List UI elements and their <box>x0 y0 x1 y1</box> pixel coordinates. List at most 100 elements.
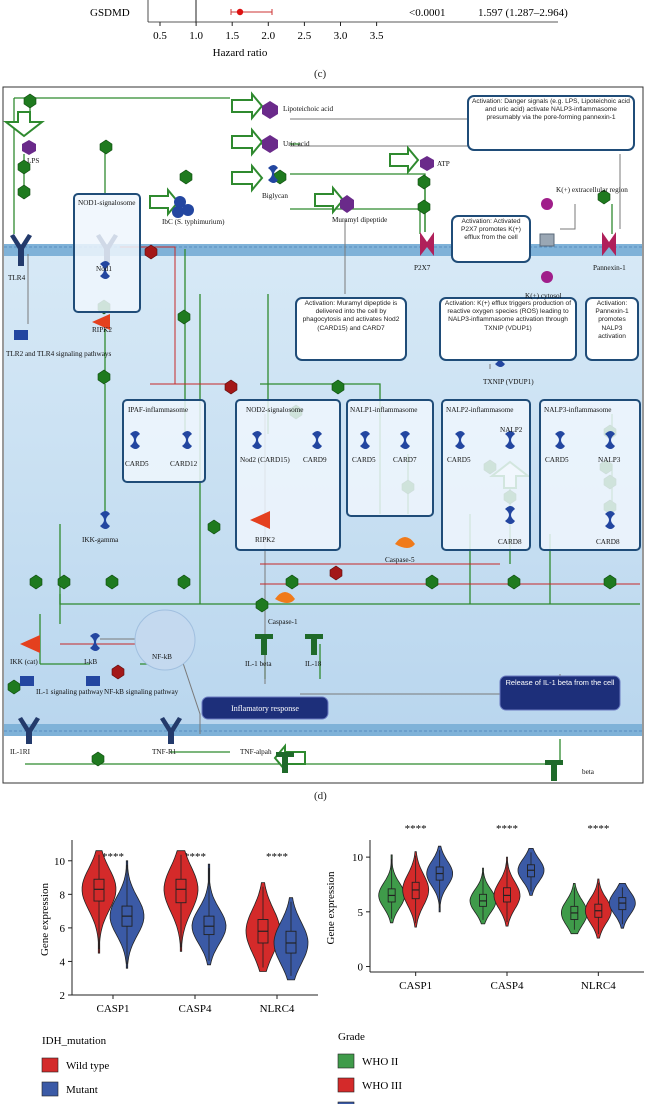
label-tnfr1: TNF-R1 <box>152 748 177 756</box>
label-card5d: CARD5 <box>545 456 569 464</box>
label-lipoteichoic: Lipoteichoic acid <box>283 105 333 113</box>
x-tick-label: CASP1 <box>399 980 432 992</box>
significance-label: **** <box>266 851 288 863</box>
label-card8b: CARD8 <box>596 538 620 546</box>
y-tick-label: 0 <box>358 962 364 974</box>
note-p2x7: Activation: Activated P2X7 promotes K(+)… <box>461 218 521 242</box>
label-ripk2b: RIPK2 <box>255 536 275 544</box>
forest-row-label: GSDMD <box>90 7 130 19</box>
label-ikb: I-kB <box>84 658 97 666</box>
x-tick-label: NLRC4 <box>260 1003 295 1015</box>
label-nfkbpathway: NF-kB signaling pathway <box>104 688 179 696</box>
label-kplus-cyto: K(+) cytosol <box>525 292 562 300</box>
label-card9: CARD9 <box>303 456 327 464</box>
y-axis-label: Gene expression <box>325 871 337 945</box>
label-muramyl: Muramyl dipeptide <box>332 216 387 224</box>
y-tick-label: 8 <box>60 889 66 901</box>
note-muramyl: Activation: Muramyl dipeptide is deliver… <box>302 300 400 332</box>
legend-swatch <box>337 1077 355 1093</box>
label-nod1: Nod1 <box>96 265 112 273</box>
legend-swatch <box>41 1081 59 1097</box>
label-biglycan: Biglycan <box>262 192 288 200</box>
y-tick-label: 10 <box>352 852 364 864</box>
legend-title: Grade <box>338 1031 365 1043</box>
complex-nalp3-title: NALP3-inflammasome <box>544 406 611 414</box>
y-tick-label: 6 <box>60 923 66 935</box>
label-card5c: CARD5 <box>447 456 471 464</box>
release-box <box>499 675 621 711</box>
label-uric: Uric acid <box>283 140 310 148</box>
y-tick-label: 10 <box>54 856 66 868</box>
legend-label: WHO III <box>362 1080 402 1092</box>
box <box>93 878 105 902</box>
label-il18: IL-18 <box>305 660 322 668</box>
y-tick-label: 2 <box>60 990 66 1002</box>
complex-nalp1-title: NALP1-inflammasome <box>350 406 417 414</box>
label-pannexin: Pannexin-1 <box>593 264 626 272</box>
complex-nod1-title: NOD1-signalosome <box>78 199 136 207</box>
forest-tick-label: 2.0 <box>261 30 275 42</box>
label-nalp2: NALP2 <box>500 426 523 434</box>
panel-label-c: (c) <box>314 68 327 80</box>
label-ripk2a: RIPK2 <box>92 326 112 334</box>
label-tlr2: TLR2 and TLR4 signaling pathways <box>6 350 111 358</box>
label-nod2: Nod2 (CARD15) <box>240 456 290 464</box>
y-tick-label: 5 <box>358 907 364 919</box>
inhibition-badges <box>111 244 343 680</box>
legend-label: Wild type <box>66 1060 109 1072</box>
complex-frames <box>73 193 641 551</box>
x-tick-label: CASP1 <box>96 1003 129 1015</box>
forest-point <box>236 8 244 16</box>
x-tick-label: CASP4 <box>178 1003 212 1015</box>
label-il1pathway: IL-1 signaling pathway <box>36 688 103 696</box>
label-il1beta: IL-1 beta <box>245 660 272 668</box>
label-tnfa: TNF-alpah <box>240 748 272 756</box>
nucleus <box>134 609 196 671</box>
label-card5b: CARD5 <box>352 456 376 464</box>
complex-nalp2-title: NALP2-inflammasome <box>446 406 513 414</box>
y-axis-label: Gene expression <box>39 883 51 957</box>
label-caspase1: Caspase-1 <box>268 618 298 626</box>
label-atp: ATP <box>437 160 450 168</box>
forest-tick-label: 3.0 <box>334 30 348 42</box>
forest-tick-label: 2.5 <box>298 30 312 42</box>
kinase-glyphs <box>20 314 415 653</box>
label-card5a: CARD5 <box>125 460 149 468</box>
x-tick-label: CASP4 <box>490 980 524 992</box>
significance-label: **** <box>102 851 124 863</box>
red-inhibition-edges <box>60 246 640 645</box>
label-kplus-extra: K(+) extracellular region <box>556 186 628 194</box>
note-danger: Activation: Danger signals (e.g. LPS, Li… <box>472 98 630 122</box>
significance-label: **** <box>587 823 609 835</box>
inflammatory-response-label: Inflamatory response <box>231 704 299 713</box>
forest-plot: GSDMD <0.0001 1.597 (1.287–2.964) 0.5 1.0… <box>90 0 568 59</box>
complex-nod2-title: NOD2-signalosome <box>246 406 304 414</box>
label-ikkgamma: IKK-gamma <box>82 536 119 544</box>
box <box>285 930 297 954</box>
label-txnip: TXNIP (VDUP1) <box>483 378 534 386</box>
complex-ipaf-title: IPAF-inflammasome <box>128 406 188 414</box>
note-pannexin: Activation: Pannexin-1 promotes NALP3 ac… <box>595 300 629 340</box>
cytokine-glyphs <box>255 634 563 781</box>
green-activation-edges <box>13 97 640 765</box>
legend-label: Mutant <box>66 1084 98 1096</box>
panel-label-d: (d) <box>314 790 327 802</box>
protein-glyphs <box>14 165 615 686</box>
forest-p-value: <0.0001 <box>409 7 445 19</box>
forest-tick-label: 3.5 <box>370 30 384 42</box>
legend-swatch <box>337 1101 355 1104</box>
forest-xlabel: Hazard ratio <box>213 47 268 59</box>
violin-chart-grade: 0 5 10 Gene expression CASP1 **** CASP4 **** NLR… <box>325 823 644 1104</box>
ligand-molecules <box>22 101 555 283</box>
label-p2x7: P2X7 <box>414 264 431 272</box>
significance-label: **** <box>405 823 427 835</box>
legend-swatch <box>41 1057 59 1073</box>
label-ikk: IKK (cat) <box>10 658 38 666</box>
note-kefflux: Activation: K(+) efflux triggers product… <box>444 300 572 332</box>
label-nalp3: NALP3 <box>598 456 621 464</box>
plasma-membrane-bottom <box>4 724 642 736</box>
significance-label: **** <box>184 851 206 863</box>
x-tick-label: NLRC4 <box>581 980 616 992</box>
release-label: Release of IL-1 beta from the cell <box>505 678 615 687</box>
label-lps: LPS <box>27 157 39 165</box>
